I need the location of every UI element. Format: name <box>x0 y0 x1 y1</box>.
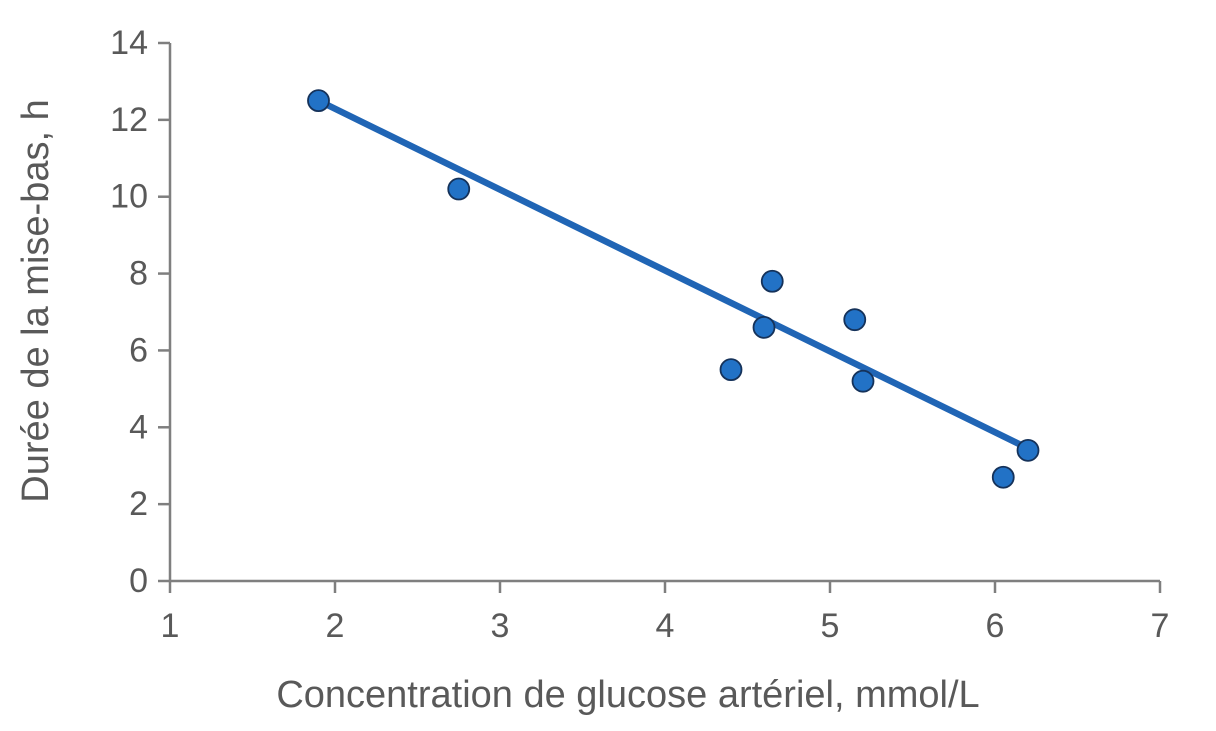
x-tick-label: 3 <box>491 607 510 645</box>
y-tick-label: 0 <box>129 562 148 600</box>
axis-spine <box>168 43 1160 583</box>
data-point <box>752 315 776 339</box>
data-point <box>447 177 471 201</box>
trend-line <box>315 97 1032 452</box>
series-layer <box>307 89 1040 489</box>
data-point <box>760 269 784 293</box>
x-tick-label: 7 <box>1151 607 1170 645</box>
data-point <box>991 465 1015 489</box>
x-axis-title: Concentration de glucose artériel, mmol/… <box>276 674 979 716</box>
y-tick-label: 12 <box>110 101 148 139</box>
data-point <box>843 308 867 332</box>
y-axis-title: Durée de la mise-bas, h <box>15 99 57 502</box>
data-point <box>307 89 330 113</box>
x-tick-label: 5 <box>821 607 840 645</box>
y-tick-label: 2 <box>129 485 148 523</box>
data-point <box>719 358 743 382</box>
y-tick-label: 4 <box>129 408 148 446</box>
y-tick-label: 14 <box>110 24 148 62</box>
y-tick-label: 6 <box>129 331 148 369</box>
x-tick-label: 4 <box>656 607 675 645</box>
y-tick-label: 8 <box>129 255 148 293</box>
y-tick-label: 10 <box>110 178 148 216</box>
data-point <box>851 369 875 393</box>
x-tick-label: 1 <box>161 607 180 645</box>
x-tick-label: 6 <box>986 607 1005 645</box>
x-tick-label: 2 <box>326 607 345 645</box>
data-point <box>1016 438 1040 462</box>
